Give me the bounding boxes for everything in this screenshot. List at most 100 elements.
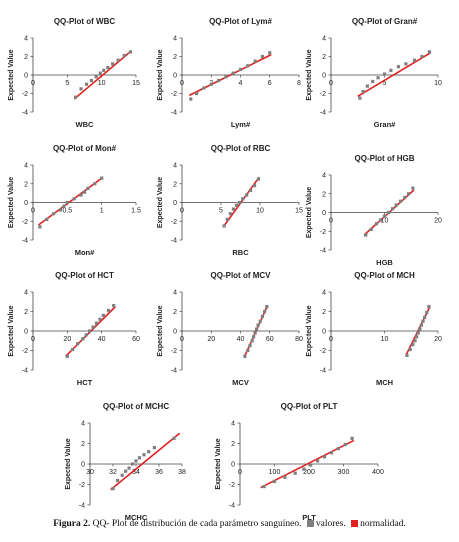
x-tick-label: 1 [100, 208, 104, 215]
y-tick-label: 2 [322, 191, 326, 198]
value-point [387, 210, 391, 215]
y-tick-label: 4 [173, 290, 177, 297]
value-point [394, 203, 398, 207]
value-point [65, 354, 69, 358]
x-tick-label: 80 [295, 336, 303, 343]
y-tick-label: 0 [24, 329, 28, 336]
value-point [408, 347, 412, 352]
value-point [147, 450, 151, 454]
value-point [82, 190, 87, 194]
y-axis-label: Expected Value [65, 438, 72, 489]
value-point [111, 62, 115, 66]
x-tick-label: 30 [86, 469, 94, 476]
value-point [390, 207, 395, 211]
value-point [106, 66, 110, 70]
y-tick-label: 0 [322, 329, 326, 336]
value-point [246, 348, 250, 353]
value-point [94, 75, 98, 79]
value-point [421, 319, 425, 323]
value-point [111, 487, 115, 491]
figure-caption: Figura 2. QQ- Plot de distribución de ca… [0, 519, 459, 529]
x-axis-label: MCHC [125, 513, 148, 522]
value-point [376, 76, 380, 80]
y-tick-label: 4 [173, 163, 177, 170]
value-point [252, 335, 256, 339]
value-point [329, 451, 334, 455]
value-point [245, 193, 249, 197]
value-point [263, 309, 267, 314]
value-point [127, 466, 131, 470]
value-point [62, 204, 66, 208]
value-point [268, 51, 272, 55]
y-axis-label: Expected Value [8, 177, 15, 228]
y-axis-label: Expected Value [8, 305, 15, 356]
value-point [225, 217, 229, 221]
y-tick-label: -2 [320, 229, 326, 236]
value-point [58, 208, 63, 212]
y-tick-label: 0 [231, 462, 235, 469]
value-point [316, 459, 320, 463]
value-point [382, 214, 387, 218]
value-point [152, 446, 156, 450]
value-point [254, 327, 259, 331]
y-tick-label: 4 [322, 173, 326, 180]
value-point [293, 471, 297, 475]
y-tick-label: -4 [320, 110, 326, 117]
panel-title: QQ-Plot of WBC [54, 17, 116, 26]
value-point [84, 333, 88, 337]
value-point [73, 95, 78, 99]
value-point [253, 331, 257, 335]
value-point [98, 317, 102, 321]
value-point [238, 67, 243, 72]
value-point [142, 453, 146, 457]
x-tick-label: 10 [434, 80, 442, 87]
x-tick-label: 10 [256, 208, 264, 215]
qq-plot-panel: QQ-Plot of Lym#-4-202402468Expected Valu… [157, 17, 301, 129]
x-tick-label: 10 [381, 218, 389, 225]
y-tick-label: 0 [322, 210, 326, 217]
x-tick-label: 38 [178, 469, 186, 476]
y-tick-label: 2 [24, 54, 28, 61]
legend-swatch-normality [351, 520, 359, 527]
x-tick-label: 15 [295, 208, 303, 215]
y-tick-label: 4 [322, 290, 326, 297]
y-axis-label: Expected Value [215, 438, 222, 489]
x-tick-label: 200 [303, 469, 315, 476]
x-axis-label: MCH [376, 378, 393, 387]
y-axis-label: Expected Value [157, 305, 164, 356]
value-point [379, 218, 383, 222]
value-point [65, 200, 69, 205]
y-tick-label: 0 [173, 329, 177, 336]
x-axis-label: PLT [302, 513, 316, 522]
y-tick-label: -2 [22, 348, 28, 355]
y-tick-label: 2 [231, 441, 235, 448]
value-point [137, 456, 142, 460]
value-point [322, 455, 327, 459]
y-axis-label: Expected Value [306, 187, 313, 238]
y-tick-label: -4 [79, 503, 85, 510]
value-point [411, 186, 415, 190]
value-point [250, 339, 254, 343]
value-point [398, 199, 403, 203]
x-tick-label: 5 [383, 80, 387, 87]
y-tick-label: 4 [81, 421, 85, 428]
x-tick-label: 100 [269, 469, 281, 476]
y-tick-label: -4 [320, 248, 326, 255]
value-point [130, 462, 135, 466]
value-point [361, 90, 365, 94]
x-tick-label: 8 [297, 80, 301, 87]
x-tick-label: 40 [98, 336, 106, 343]
x-tick-label: 10 [98, 80, 106, 87]
value-point [38, 225, 42, 229]
x-tick-label: 0 [180, 80, 184, 87]
value-point [238, 200, 242, 205]
y-tick-label: -2 [22, 219, 28, 226]
value-point [425, 310, 429, 315]
legend-swatch-values [306, 520, 314, 527]
y-tick-label: -2 [171, 348, 177, 355]
value-point [45, 217, 49, 221]
value-point [93, 182, 97, 186]
x-tick-label: 0 [329, 80, 333, 87]
y-axis-label: Expected Value [157, 177, 164, 228]
